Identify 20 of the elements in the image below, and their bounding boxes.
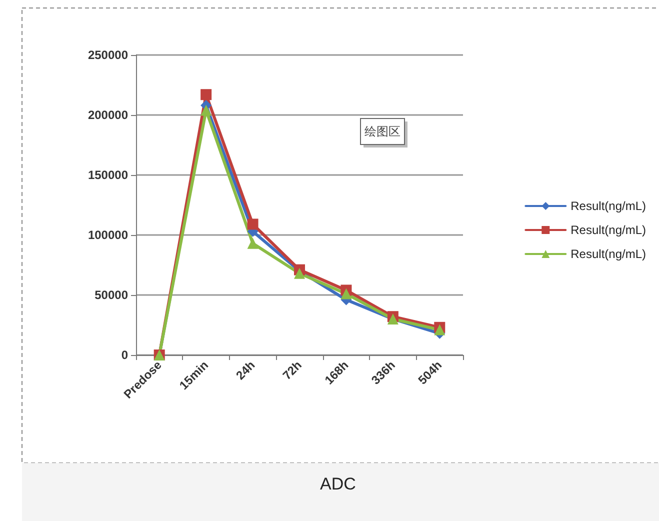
y-tick-label: 100000 xyxy=(88,228,128,242)
x-tick-label: 72h xyxy=(280,358,304,383)
legend-label: Result(ng/mL) xyxy=(570,247,646,261)
point xyxy=(247,238,258,249)
point xyxy=(247,218,258,230)
y-tick-label: 0 xyxy=(121,348,128,362)
y-tick-label: 50000 xyxy=(94,288,128,302)
x-tick-label: 24h xyxy=(233,358,258,383)
y-tick-label: 200000 xyxy=(88,108,128,122)
legend-label: Result(ng/mL) xyxy=(570,223,646,237)
y-tick-label: 250000 xyxy=(88,48,128,62)
legend-label: Result(ng/mL) xyxy=(570,199,646,213)
point xyxy=(434,324,446,336)
point xyxy=(340,288,352,300)
point xyxy=(200,104,212,116)
y-tick-label: 150000 xyxy=(88,168,128,182)
annotation: 绘图区 xyxy=(364,124,400,138)
text: ADC xyxy=(320,474,356,494)
point xyxy=(200,89,212,100)
point xyxy=(294,268,305,279)
